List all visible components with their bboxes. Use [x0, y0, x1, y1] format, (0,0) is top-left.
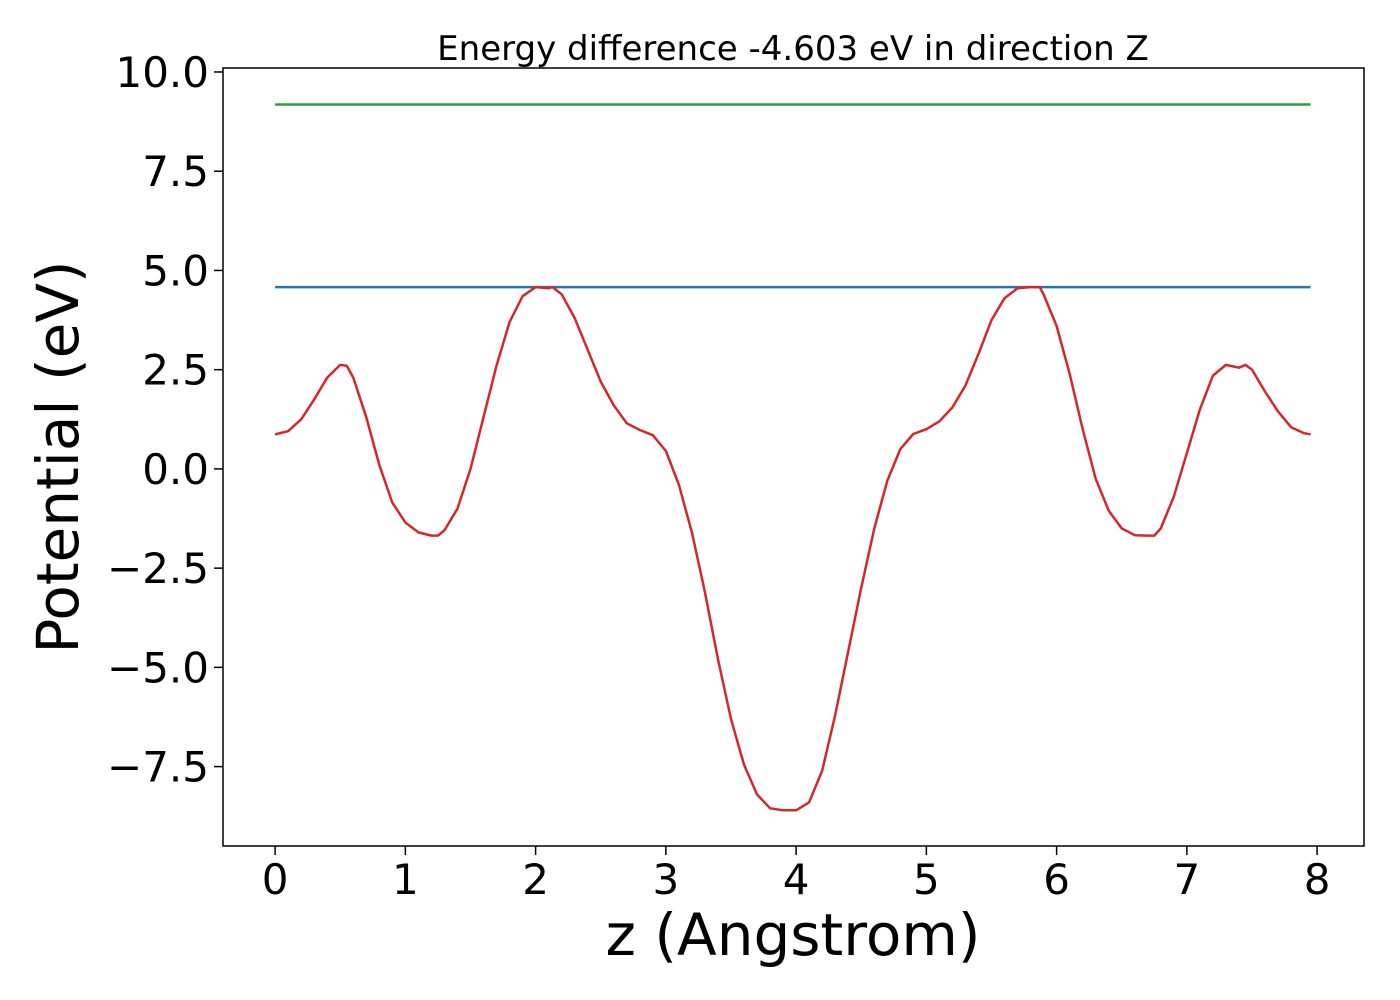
y-axis-label: Potential (eV) [24, 260, 92, 653]
plot-frame [222, 67, 1365, 847]
y-tick-label: 5.0 [142, 246, 209, 295]
y-axis: −7.5 −5.0 −2.5 0.0 2.5 5.0 7.5 10.0 [107, 48, 223, 792]
x-tick-label: 3 [652, 855, 679, 904]
x-tick-label: 5 [913, 855, 940, 904]
x-tick-label: 0 [262, 855, 289, 904]
y-tick-label: −7.5 [107, 743, 209, 792]
series-line-2 [274, 285, 1311, 812]
x-tick-label: 7 [1173, 855, 1200, 904]
series-layer [274, 103, 1311, 812]
y-tick-label: 0.0 [142, 445, 209, 494]
x-tick-label: 8 [1304, 855, 1331, 904]
x-tick-label: 4 [783, 855, 810, 904]
x-tick-label: 2 [522, 855, 549, 904]
chart-title: Energy difference -4.603 eV in direction… [437, 29, 1149, 69]
y-tick-label: −2.5 [107, 544, 209, 593]
y-tick-label: 2.5 [142, 346, 209, 395]
y-tick-label: −5.0 [107, 643, 209, 692]
y-tick-label: 10.0 [115, 48, 209, 97]
x-tick-label: 6 [1043, 855, 1070, 904]
x-axis: 0 1 2 3 4 5 6 7 8 [262, 846, 1331, 904]
x-axis-label: z (Angstrom) [606, 901, 981, 969]
x-tick-label: 1 [392, 855, 419, 904]
y-tick-label: 7.5 [142, 147, 209, 196]
